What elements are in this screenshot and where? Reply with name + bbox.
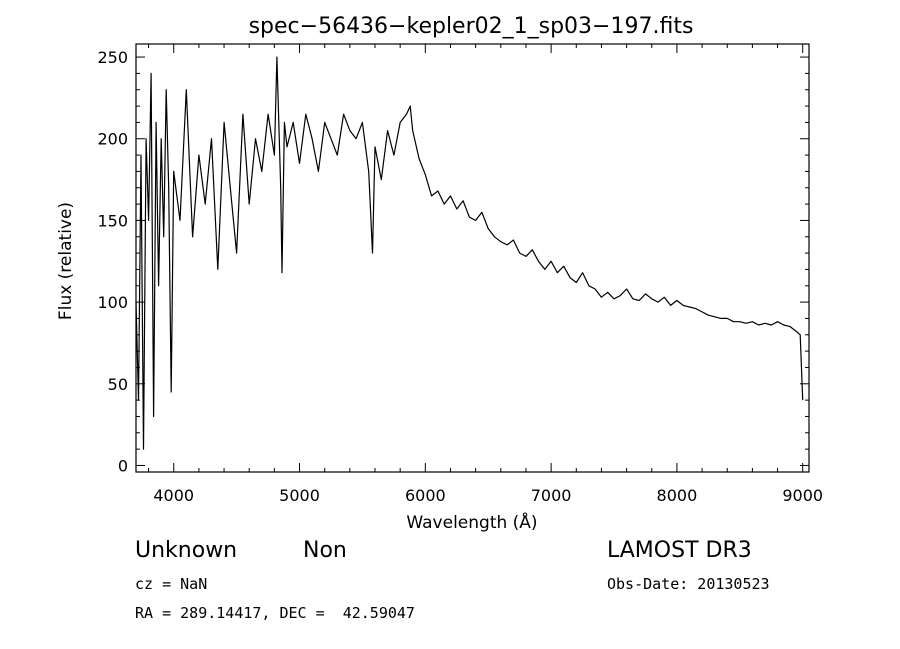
survey-name: LAMOST DR3 xyxy=(607,538,752,563)
x-axis-ticks: 4000 5000 6000 7000 8000 9000 xyxy=(148,44,823,505)
y-tick-label: 250 xyxy=(97,48,128,67)
plot-frame xyxy=(135,43,810,473)
y-tick-label: 100 xyxy=(97,293,128,312)
chart-title: spec−56436−kepler02_1_sp03−197.fits xyxy=(249,14,694,39)
y-tick-label: 200 xyxy=(97,130,128,149)
redshift-cz: cz = NaN xyxy=(135,575,208,593)
y-axis-ticks: 0 50 100 150 200 250 xyxy=(97,48,809,475)
flux-series-line xyxy=(135,56,804,450)
x-tick-label: 8000 xyxy=(657,486,698,505)
object-subclass: Non xyxy=(303,538,347,563)
y-axis-label: Flux (relative) xyxy=(56,202,76,320)
coordinates: RA = 289.14417, DEC = 42.59047 xyxy=(135,604,415,622)
x-tick-label: 6000 xyxy=(405,486,446,505)
x-tick-label: 9000 xyxy=(782,486,823,505)
y-tick-label: 50 xyxy=(108,375,128,394)
x-tick-label: 7000 xyxy=(531,486,572,505)
x-tick-label: 5000 xyxy=(279,486,320,505)
x-tick-label: 4000 xyxy=(153,486,194,505)
x-axis-label: Wavelength (Å) xyxy=(406,511,537,533)
observation-date: Obs-Date: 20130523 xyxy=(607,575,770,593)
y-tick-label: 0 xyxy=(118,456,128,475)
y-tick-label: 150 xyxy=(97,211,128,230)
object-class: Unknown xyxy=(135,538,238,563)
